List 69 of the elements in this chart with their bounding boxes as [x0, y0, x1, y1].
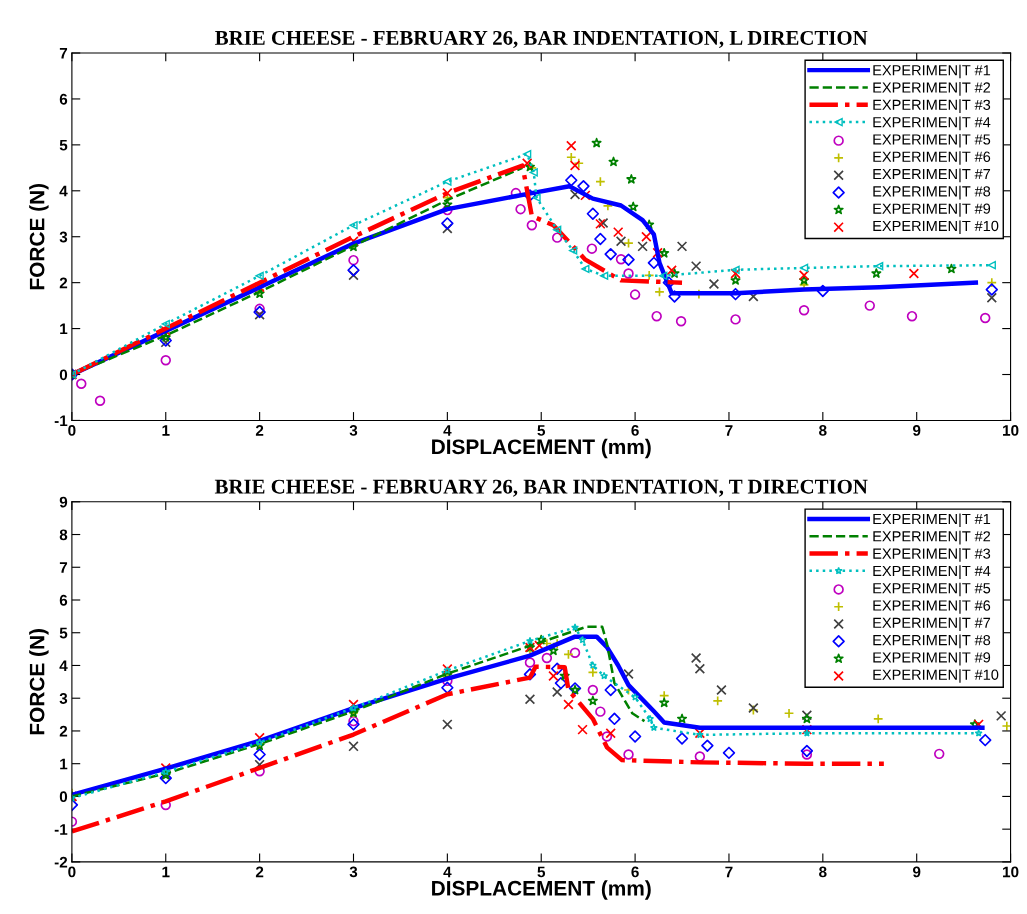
y-tick-label: 6 — [59, 594, 68, 606]
x-tick-label: 5 — [537, 425, 546, 436]
x-tick-label: 0 — [68, 866, 76, 878]
x-tick-label: 3 — [349, 866, 358, 878]
y-tick-label: 0 — [59, 791, 68, 803]
y-tick-label: 0 — [59, 369, 68, 381]
legend-label: EXPERIMEN|T #9 — [873, 651, 991, 666]
x-tick-label: 4 — [443, 866, 452, 878]
x-tick-label: 1 — [162, 866, 170, 878]
chart-title: BRIE CHEESE - FEBRUARY 26, BAR INDENTATION, L DIRECTION — [215, 30, 868, 48]
y-tick-label: 5 — [59, 139, 68, 151]
legend-label: EXPERIMEN|T #5 — [873, 133, 991, 148]
y-tick-label: 1 — [60, 323, 68, 335]
legend-label: EXPERIMEN|T #8 — [873, 634, 991, 649]
legend-label: EXPERIMEN|T #3 — [873, 99, 991, 113]
y-tick-label: 7 — [59, 48, 68, 59]
y-tick-label: -1 — [54, 415, 68, 426]
y-axis-title: FORCE (N) — [29, 183, 49, 290]
legend-label: EXPERIMEN|T #2 — [873, 81, 991, 96]
x-tick-label: 6 — [631, 425, 639, 436]
y-axis-title: FORCE (N) — [29, 629, 49, 735]
x-tick-label: 6 — [631, 866, 639, 878]
y-tick-label: 8 — [59, 529, 68, 541]
x-axis-title: DISPLACEMENT (mm) — [432, 438, 651, 459]
x-tick-label: 7 — [725, 425, 733, 436]
legend-label: EXPERIMEN|T #7 — [873, 168, 991, 183]
y-tick-label: 6 — [59, 93, 68, 105]
y-tick-label: 7 — [59, 562, 68, 573]
legend-label: EXPERIMEN|T #10 — [873, 220, 999, 235]
x-tick-label: 7 — [725, 866, 733, 878]
y-tick-label: 4 — [59, 660, 68, 672]
legend-label: EXPERIMEN|T #9 — [873, 203, 991, 217]
x-tick-label: 0 — [68, 425, 76, 436]
y-tick-label: 4 — [59, 185, 68, 197]
y-tick-label: 2 — [59, 725, 68, 737]
legend-label: EXPERIMEN|T #6 — [873, 599, 991, 614]
x-axis-title: DISPLACEMENT (mm) — [432, 880, 651, 900]
y-tick-label: 5 — [59, 627, 68, 639]
legend-label: EXPERIMEN|T #2 — [873, 530, 991, 545]
x-tick-label: 10 — [1003, 866, 1019, 878]
legend-label: EXPERIMEN|T #6 — [873, 151, 991, 165]
x-tick-label: 9 — [912, 866, 921, 878]
x-tick-label: 4 — [443, 425, 452, 436]
x-tick-label: 8 — [819, 425, 827, 436]
y-tick-label: 1 — [60, 758, 68, 770]
x-tick-label: 5 — [537, 866, 546, 878]
y-tick-label: 3 — [59, 693, 68, 704]
legend-label: EXPERIMEN|T #8 — [873, 185, 991, 200]
y-tick-label: 2 — [59, 277, 68, 289]
y-tick-label: -2 — [54, 856, 68, 868]
legend-label: EXPERIMEN|T #1 — [873, 513, 991, 528]
x-tick-label: 2 — [255, 425, 264, 436]
x-tick-label: 9 — [912, 425, 921, 436]
x-tick-label: 10 — [1003, 425, 1019, 436]
legend-label: EXPERIMEN|T #4 — [873, 565, 991, 580]
y-tick-label: 3 — [59, 231, 68, 243]
legend-label: EXPERIMEN|T #4 — [873, 116, 991, 131]
legend-label: EXPERIMEN|T #1 — [873, 64, 991, 79]
y-tick-label: -1 — [54, 824, 68, 835]
legend-label: EXPERIMEN|T #3 — [873, 548, 991, 562]
legend-label: EXPERIMEN|T #7 — [873, 617, 991, 631]
x-tick-label: 2 — [255, 866, 264, 878]
chart-title: BRIE CHEESE - FEBRUARY 26, BAR INDENTATION, T DIRECTION — [214, 479, 868, 497]
x-tick-label: 8 — [819, 866, 827, 878]
legend-label: EXPERIMEN|T #10 — [873, 669, 999, 683]
x-tick-label: 1 — [162, 425, 170, 436]
y-tick-label: 9 — [59, 496, 68, 508]
legend-label: EXPERIMEN|T #5 — [873, 582, 991, 597]
x-tick-label: 3 — [349, 425, 358, 436]
